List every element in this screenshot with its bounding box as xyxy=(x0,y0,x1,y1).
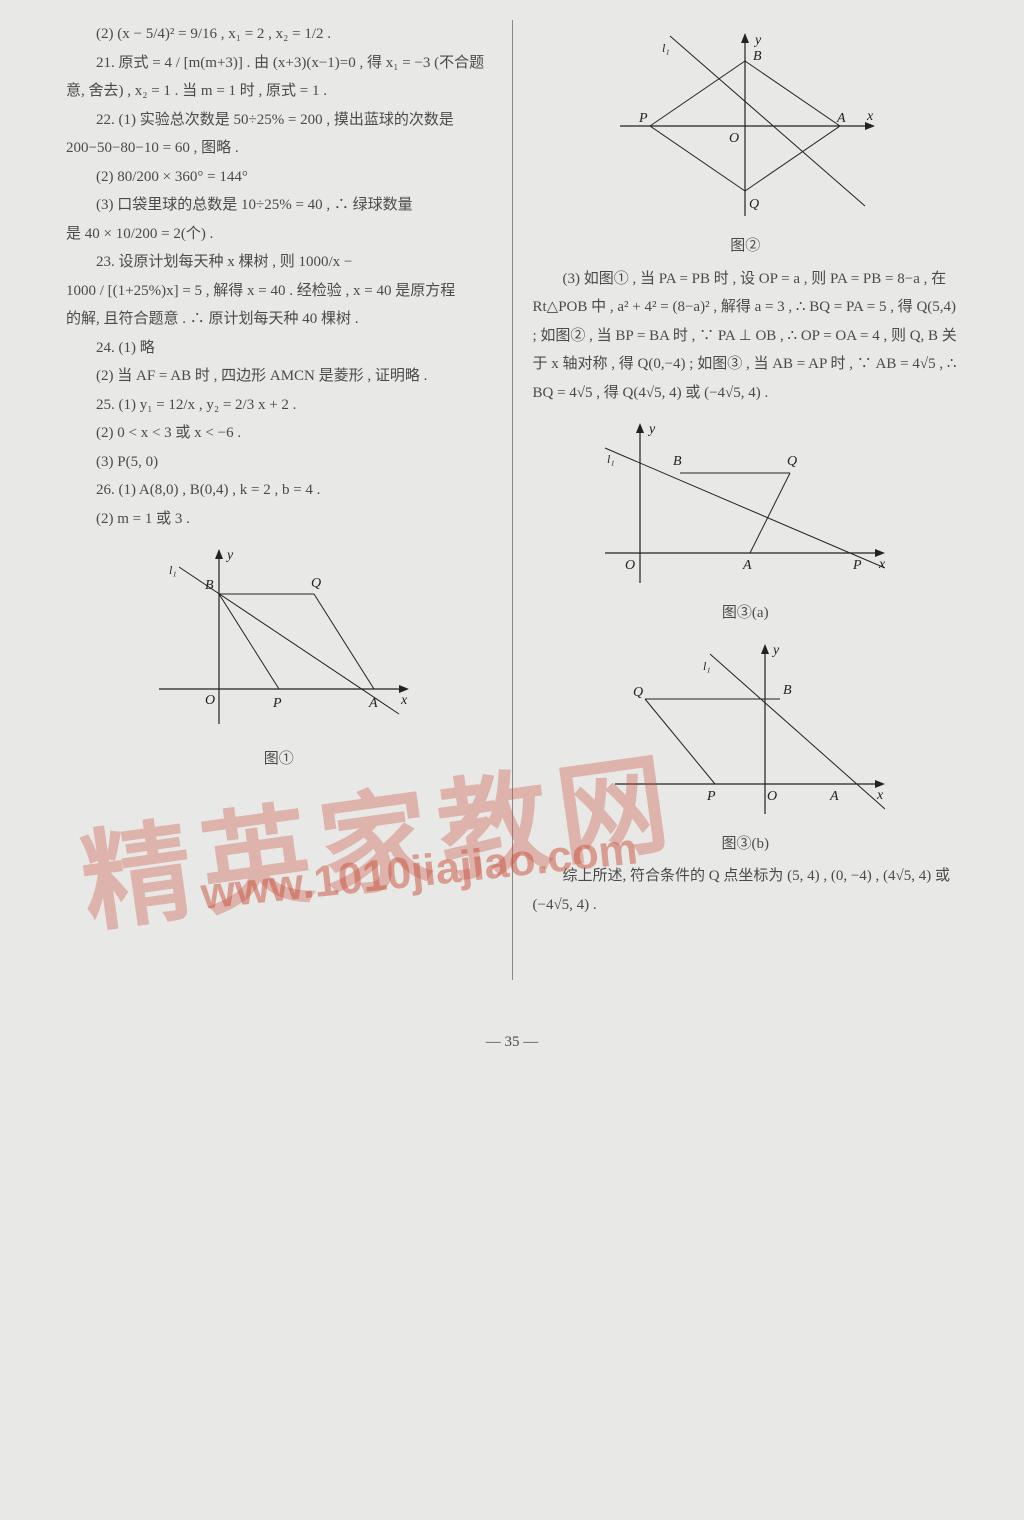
right-column: y x O B Q P A l₁ 图② (3) 如图① , 当 PA = PB … xyxy=(517,20,975,1020)
figure-1-svg: y x O B Q P A l₁ xyxy=(139,539,419,739)
point-a-label: A xyxy=(368,696,378,711)
line-l1-label: l₁ xyxy=(662,41,670,55)
problem-22-3a: (3) 口袋里球的总数是 10÷25% = 40 , ∴ 绿球数量 xyxy=(66,191,492,220)
problem-24-1: 24. (1) 略 xyxy=(66,334,492,363)
axis-x-label: x xyxy=(878,557,886,572)
origin-label: O xyxy=(625,558,635,573)
figure-2-caption: 图② xyxy=(533,232,959,261)
problem-22-1: 22. (1) 实验总次数是 50÷25% = 200 , 摸出蓝球的次数是 2… xyxy=(66,106,492,163)
figure-3b: y x O B Q P A l₁ xyxy=(533,634,959,824)
line-l1-label: l₁ xyxy=(703,659,711,673)
point-p-label: P xyxy=(852,558,862,573)
problem-23b: 1000 / [(1+25%)x] = 5 , 解得 x = 40 . 经检验 … xyxy=(66,277,492,306)
figure-3a-svg: y x O B Q A P l₁ xyxy=(595,413,895,593)
left-column: (2) (x − 5/4)² = 9/16 , x₁ = 2 , x₂ = 1/… xyxy=(50,20,508,1020)
figure-3b-svg: y x O B Q P A l₁ xyxy=(595,634,895,824)
origin-label: O xyxy=(767,789,777,804)
problem-26-2: (2) m = 1 或 3 . xyxy=(66,505,492,534)
solution-3-text: (3) 如图① , 当 PA = PB 时 , 设 OP = a , 则 PA … xyxy=(533,265,959,408)
figure-3b-caption: 图③(b) xyxy=(533,830,959,859)
axis-y-label: y xyxy=(771,643,780,658)
axis-x-label: x xyxy=(876,788,884,803)
origin-label: O xyxy=(205,693,215,708)
problem-22-2: (2) 80/200 × 360° = 144° xyxy=(66,163,492,192)
axis-y-label: y xyxy=(753,33,762,48)
two-column-layout: (2) (x − 5/4)² = 9/16 , x₁ = 2 , x₂ = 1/… xyxy=(50,20,974,1020)
axis-y-label: y xyxy=(647,422,656,437)
problem-22-3b: 是 40 × 10/200 = 2(个) . xyxy=(66,220,492,249)
problem-26-1: 26. (1) A(8,0) , B(0,4) , k = 2 , b = 4 … xyxy=(66,476,492,505)
point-b-label: B xyxy=(753,49,762,64)
problem-23a: 23. 设原计划每天种 x 棵树 , 则 1000/x − xyxy=(66,248,492,277)
line-l1-label: l₁ xyxy=(607,452,615,466)
point-b-label: B xyxy=(205,578,214,593)
figure-1: y x O B Q P A l₁ xyxy=(66,539,492,739)
point-q-label: Q xyxy=(787,454,797,469)
problem-25-2: (2) 0 < x < 3 或 x < −6 . xyxy=(66,419,492,448)
point-a-label: A xyxy=(836,111,846,126)
point-a-label: A xyxy=(742,558,752,573)
problem-20-2: (2) (x − 5/4)² = 9/16 , x₁ = 2 , x₂ = 1/… xyxy=(66,20,492,49)
figure-3a-caption: 图③(a) xyxy=(533,599,959,628)
figure-2: y x O B Q P A l₁ xyxy=(533,26,959,226)
axis-x-label: x xyxy=(400,693,408,708)
point-q-label: Q xyxy=(633,685,643,700)
point-q-label: Q xyxy=(749,197,759,212)
point-q-label: Q xyxy=(311,576,321,591)
figure-2-svg: y x O B Q P A l₁ xyxy=(605,26,885,226)
problem-25-1: 25. (1) y₁ = 12/x , y₂ = 2/3 x + 2 . xyxy=(66,391,492,420)
figure-1-caption: 图① xyxy=(66,745,492,774)
axis-x-label: x xyxy=(866,109,874,124)
problem-21: 21. 原式 = 4 / [m(m+3)] . 由 (x+3)(x−1)=0 ,… xyxy=(66,49,492,106)
column-divider xyxy=(512,20,513,980)
origin-label: O xyxy=(729,131,739,146)
page-number: — 35 — xyxy=(50,1028,974,1057)
point-a-label: A xyxy=(829,789,839,804)
point-p-label: P xyxy=(272,696,282,711)
figure-3a: y x O B Q A P l₁ xyxy=(533,413,959,593)
point-b-label: B xyxy=(673,454,682,469)
point-b-label: B xyxy=(783,683,792,698)
point-p-label: P xyxy=(638,111,648,126)
axis-y-label: y xyxy=(225,548,234,563)
problem-24-2: (2) 当 AF = AB 时 , 四边形 AMCN 是菱形 , 证明略 . xyxy=(66,362,492,391)
conclusion-text: 综上所述, 符合条件的 Q 点坐标为 (5, 4) , (0, −4) , (4… xyxy=(533,862,959,919)
line-l1-label: l₁ xyxy=(169,563,177,577)
point-p-label: P xyxy=(706,789,716,804)
problem-23c: 的解, 且符合题意 . ∴ 原计划每天种 40 棵树 . xyxy=(66,305,492,334)
problem-25-3: (3) P(5, 0) xyxy=(66,448,492,477)
